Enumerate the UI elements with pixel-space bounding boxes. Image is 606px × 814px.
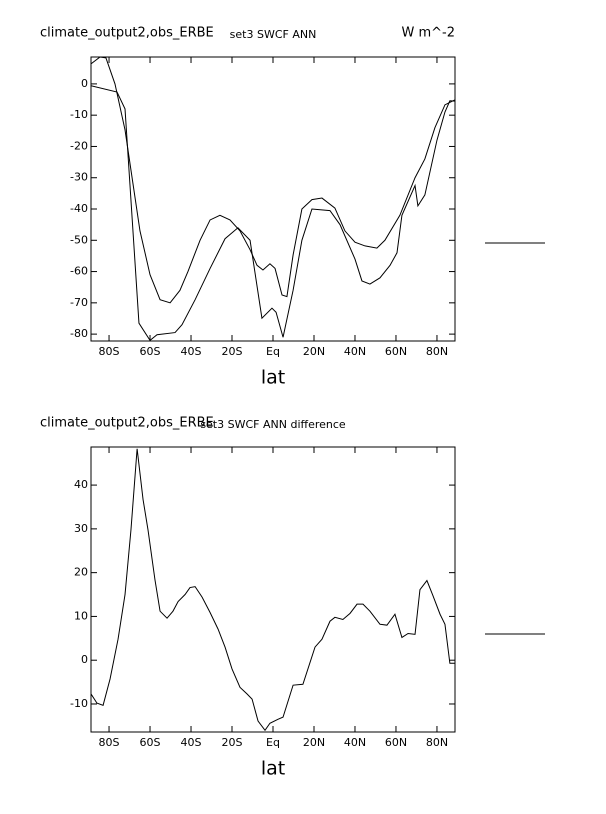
x-tick-label: 20N (303, 736, 325, 749)
x-tick-label: 60N (385, 736, 407, 749)
y-tick-label: 0 (81, 77, 88, 90)
chart-title: climate_output2,obs_ERBE (40, 26, 214, 41)
plot-frame (90, 446, 456, 733)
x-tick-label: Eq (266, 345, 280, 358)
x-tick-label: 60S (140, 736, 161, 749)
y-tick-label: -80 (70, 327, 88, 340)
y-tick-label: -30 (70, 171, 88, 184)
y-tick-label: 0 (81, 653, 88, 666)
x-tick-label: 40S (181, 736, 202, 749)
x-tick-label: 60N (385, 345, 407, 358)
y-tick-label: 40 (74, 478, 88, 491)
x-tick-label: 80N (426, 345, 448, 358)
y-tick-label: -70 (70, 296, 88, 309)
y-tick-label: -50 (70, 233, 88, 246)
y-tick-label: -10 (70, 697, 88, 710)
chart-subtitle: set3 SWCF ANN difference (200, 418, 346, 431)
y-tick-label: -60 (70, 265, 88, 278)
y-tick-label: 30 (74, 522, 88, 535)
units-label: W m^-2 (401, 26, 455, 41)
x-tick-label: 80S (99, 345, 120, 358)
x-tick-label: 20S (222, 345, 243, 358)
x-tick-label: Eq (266, 736, 280, 749)
x-tick-label: 40N (344, 345, 366, 358)
chart-title: climate_output2,obs_ERBE (40, 416, 214, 431)
x-tick-label: 20S (222, 736, 243, 749)
data-line (91, 448, 455, 732)
data-line (91, 85, 455, 341)
chart-subtitle: set3 SWCF ANN (230, 28, 317, 41)
x-axis-label: lat (261, 367, 285, 389)
y-tick-label: 10 (74, 609, 88, 622)
y-tick-label: -10 (70, 108, 88, 121)
x-axis-label: lat (261, 758, 285, 780)
plot-frame (90, 56, 456, 342)
y-tick-label: -40 (70, 202, 88, 215)
x-tick-label: 40N (344, 736, 366, 749)
x-tick-label: 60S (140, 345, 161, 358)
data-line (91, 57, 455, 304)
x-tick-label: 20N (303, 345, 325, 358)
x-tick-label: 80N (426, 736, 448, 749)
y-tick-label: -20 (70, 139, 88, 152)
x-tick-label: 40S (181, 345, 202, 358)
x-tick-label: 80S (99, 736, 120, 749)
y-tick-label: 20 (74, 566, 88, 579)
